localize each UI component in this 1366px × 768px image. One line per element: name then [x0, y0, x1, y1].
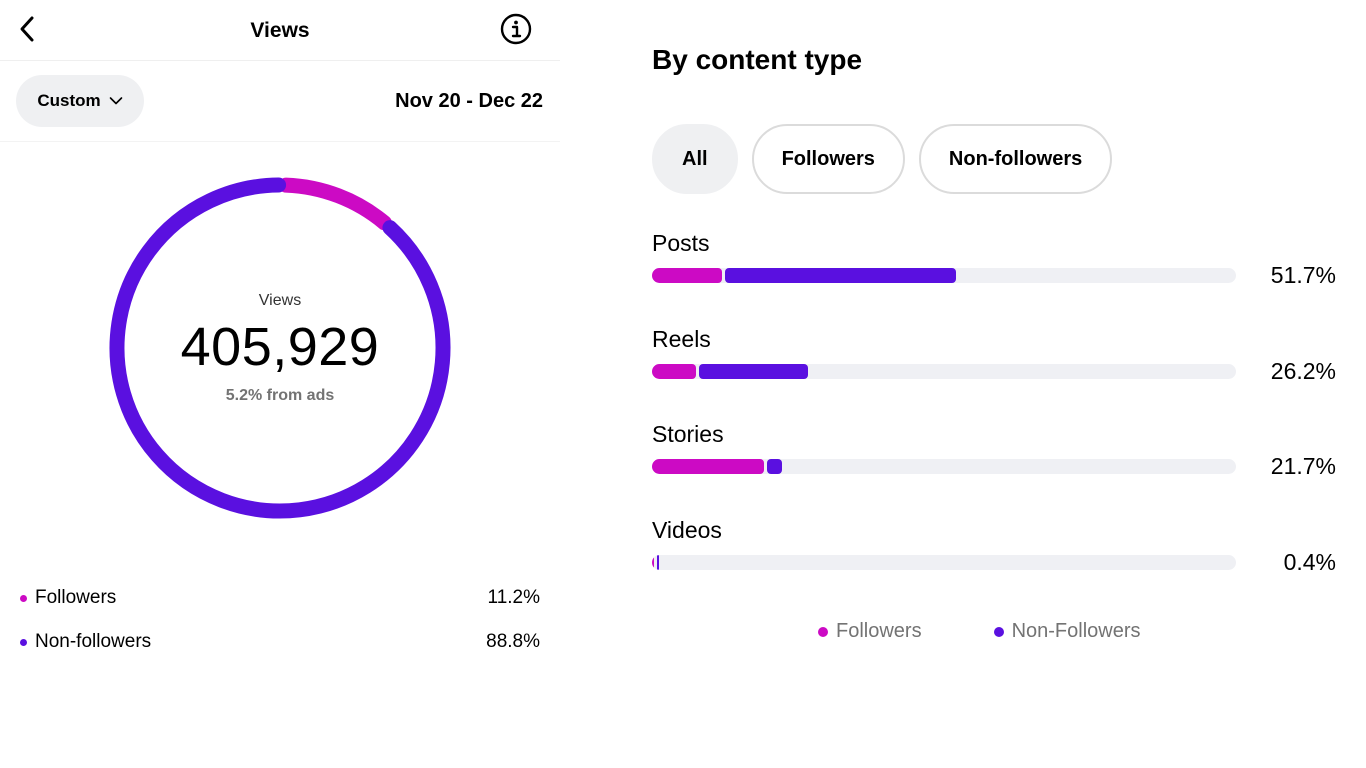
legend-item-label: Followers	[836, 620, 922, 642]
content-row-bar	[652, 364, 1236, 379]
donut-segment-non-followers	[109, 177, 451, 519]
content-row-value: 26.2%	[1270, 358, 1336, 384]
donut-svg	[109, 177, 451, 519]
legend-followers-label: Followers	[35, 587, 117, 608]
bar-segment-followers	[652, 364, 696, 379]
content-row-value: 0.4%	[1283, 549, 1336, 575]
bar-segment-non-followers	[657, 555, 659, 570]
donut-center: Views 405,929 5.2% from ads	[108, 176, 452, 520]
bar-segment-followers	[652, 555, 654, 570]
legend-non-followers: Non-followers 88.8%	[20, 629, 540, 655]
legend-non-followers-value: 88.8%	[486, 631, 540, 652]
content-row-posts: Posts 51.7%	[652, 230, 1352, 300]
legend-item-label: Non-Followers	[1011, 620, 1141, 642]
content-row-label: Posts	[652, 230, 710, 256]
followers-dot-icon	[818, 626, 828, 637]
bar-segment-non-followers	[725, 268, 956, 283]
custom-range-label: Custom	[37, 91, 101, 110]
custom-range-dropdown[interactable]: Custom	[16, 75, 144, 127]
views-label: Views	[258, 292, 302, 309]
legend-item-non-followers: Non-Followers	[993, 620, 1141, 643]
section-title: By content type	[652, 44, 863, 75]
bar-segment-non-followers	[767, 459, 782, 474]
non-followers-dot-icon	[20, 638, 27, 646]
content-row-bar	[652, 268, 1236, 283]
legend-followers: Followers 11.2%	[20, 585, 540, 611]
bar-segment-followers	[652, 268, 723, 283]
legend-non-followers-label: Non-followers	[35, 631, 152, 652]
donut-segment-followers	[278, 177, 392, 231]
back-button[interactable]	[12, 14, 42, 48]
content-row-label: Reels	[652, 326, 711, 352]
legend-followers-value: 11.2%	[487, 587, 540, 608]
content-row-reels: Reels 26.2%	[652, 326, 1352, 396]
bar-segment-non-followers	[698, 364, 808, 379]
bar-segment-followers	[652, 459, 765, 474]
content-row-value: 21.7%	[1270, 453, 1336, 479]
content-row-label: Videos	[652, 517, 722, 543]
content-type-panel: By content type All Followers Non-follow…	[652, 0, 1352, 768]
ads-percentage: 5.2% from ads	[225, 387, 335, 404]
content-type-legend: Followers Non-Followers	[818, 620, 1141, 643]
page-title: Views	[250, 19, 310, 42]
date-range-text: Nov 20 - Dec 22	[395, 90, 543, 112]
legend-item-followers: Followers	[818, 620, 922, 643]
content-row-value: 51.7%	[1270, 262, 1336, 288]
chevron-left-icon	[17, 15, 37, 48]
chevron-down-icon	[109, 91, 123, 111]
tab-non-followers[interactable]: Non-followers	[918, 124, 1113, 194]
content-row-stories: Stories 21.7%	[652, 421, 1352, 491]
non-followers-dot-icon	[993, 626, 1004, 637]
content-row-bar	[652, 555, 1236, 570]
tab-followers[interactable]: Followers	[751, 124, 905, 194]
content-row-bar	[652, 459, 1236, 474]
top-bar: Views	[0, 0, 560, 61]
audience-filter-tabs: All Followers Non-followers	[652, 124, 1113, 194]
info-icon	[500, 13, 532, 50]
date-range-row: Custom Nov 20 - Dec 22	[0, 62, 560, 142]
views-total: 405,929	[180, 317, 380, 377]
views-panel: Views Custom Nov 20 - Dec 22 Views 405,9…	[0, 0, 560, 768]
content-row-videos: Videos 0.4%	[652, 517, 1352, 587]
content-row-label: Stories	[652, 421, 724, 447]
followers-dot-icon	[20, 594, 27, 602]
tab-all[interactable]: All	[652, 124, 738, 194]
info-button[interactable]	[498, 13, 534, 49]
views-donut-chart: Views 405,929 5.2% from ads	[108, 176, 452, 520]
